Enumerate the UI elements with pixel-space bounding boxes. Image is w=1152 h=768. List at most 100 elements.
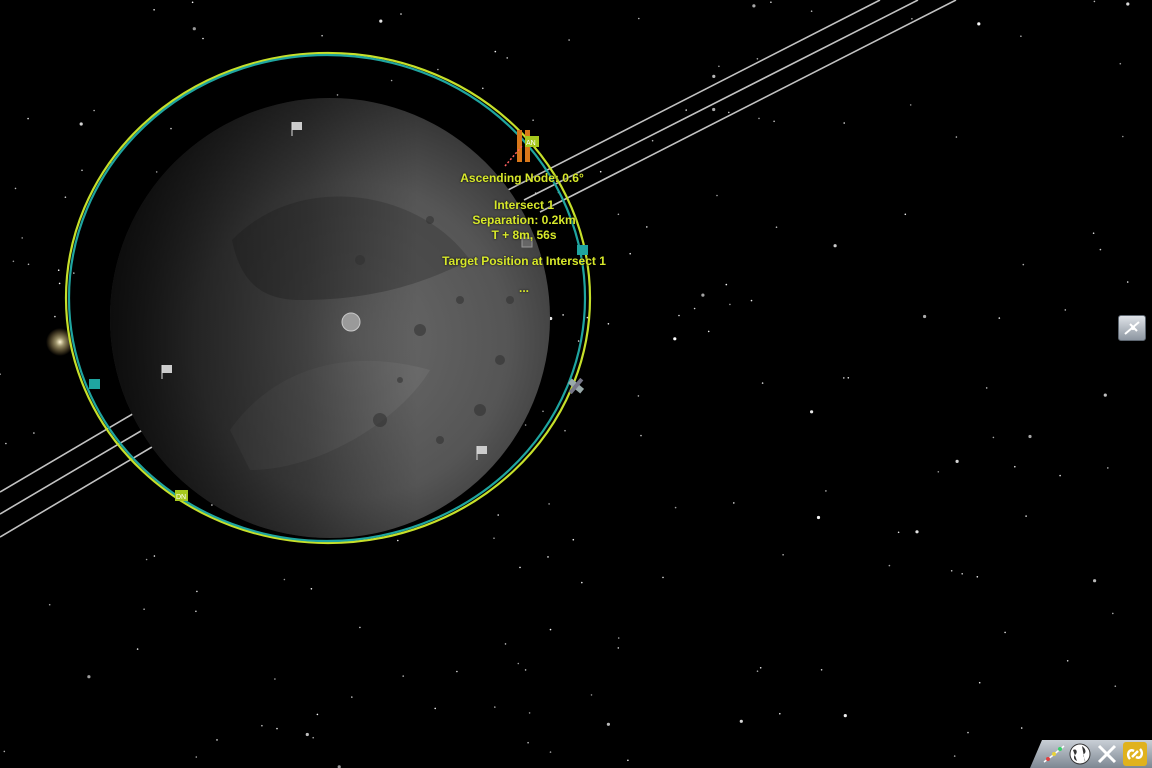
star (153, 9, 155, 11)
map-toolbar (1030, 740, 1152, 768)
star (14, 187, 17, 190)
star (196, 590, 198, 593)
star (607, 323, 610, 325)
star (1119, 62, 1122, 65)
star (54, 315, 56, 318)
star (170, 127, 172, 130)
star (728, 111, 730, 114)
star (27, 117, 29, 120)
star (1092, 232, 1095, 234)
ascending-node-marker[interactable] (504, 130, 539, 167)
maneuver-node-button[interactable] (1042, 742, 1066, 766)
descending-node-marker[interactable] (175, 490, 188, 501)
star (195, 610, 197, 613)
globe-icon (1069, 743, 1091, 765)
star (437, 68, 439, 71)
star (1028, 434, 1032, 439)
star (402, 675, 405, 677)
flag-icon[interactable] (291, 122, 302, 136)
target-orbit[interactable] (64, 51, 592, 545)
flag-icon[interactable] (476, 446, 487, 460)
antenna-toggle-button[interactable] (1118, 315, 1146, 341)
intersect-marker-icon[interactable] (521, 237, 533, 248)
star (977, 22, 981, 26)
ascending-node-label: AN (526, 140, 536, 147)
star (64, 196, 67, 198)
star (911, 18, 913, 20)
star (524, 424, 527, 426)
globe-button[interactable] (1068, 742, 1092, 766)
star (549, 628, 552, 631)
star (73, 272, 75, 274)
star (1004, 631, 1006, 634)
star (1126, 281, 1129, 283)
star (12, 260, 15, 263)
star (638, 17, 640, 20)
star (1107, 467, 1109, 469)
star (528, 175, 530, 178)
star (985, 387, 988, 389)
periapsis-marker-icon[interactable] (89, 379, 100, 389)
star (274, 678, 276, 680)
star (1099, 248, 1102, 251)
star (145, 558, 148, 561)
close-map-button[interactable] (1095, 742, 1119, 766)
star (599, 170, 602, 173)
star (888, 564, 891, 567)
star (758, 117, 760, 120)
flag-icon[interactable] (161, 365, 172, 379)
vessel-orbit[interactable] (67, 53, 587, 543)
star (976, 576, 979, 578)
star (192, 27, 196, 31)
star (992, 436, 995, 439)
link-button[interactable] (1123, 742, 1147, 766)
star (810, 10, 813, 12)
star (775, 226, 778, 228)
star (773, 120, 775, 123)
star (136, 648, 139, 650)
intersect-time: T + 8m, 56s (491, 228, 557, 242)
star (1020, 727, 1023, 729)
star (283, 578, 286, 581)
star (305, 732, 309, 737)
target-vessel-icon[interactable] (564, 374, 588, 398)
planet-body[interactable] (110, 98, 550, 538)
star (673, 337, 677, 341)
star (904, 213, 907, 216)
star (79, 122, 83, 126)
star (843, 122, 845, 124)
close-icon (1097, 744, 1117, 764)
star (915, 530, 919, 534)
star (3, 750, 6, 753)
star (1122, 135, 1124, 138)
star (950, 570, 953, 572)
star (1112, 612, 1114, 615)
star (57, 269, 60, 272)
target-position-label: Target Position at Intersect 1 (442, 254, 606, 268)
star (494, 50, 497, 53)
star (779, 712, 781, 715)
star (716, 194, 718, 197)
intersect-title: Intersect 1 (493, 198, 555, 212)
star (310, 588, 313, 590)
star (833, 244, 837, 248)
star (524, 669, 527, 671)
star (195, 756, 198, 758)
star (590, 694, 593, 696)
star (707, 330, 710, 333)
star (617, 637, 620, 639)
star (527, 741, 529, 744)
star (847, 377, 850, 379)
star (261, 724, 263, 727)
star (27, 263, 30, 266)
sun-glow (46, 328, 74, 356)
star (759, 667, 762, 669)
star (577, 340, 580, 342)
star (843, 377, 845, 379)
star (770, 1, 772, 3)
star (581, 581, 583, 584)
star (143, 608, 145, 610)
apoapsis-marker-icon[interactable] (577, 245, 588, 255)
ascending-node-text: Ascending Node: 0.6° (460, 171, 584, 185)
